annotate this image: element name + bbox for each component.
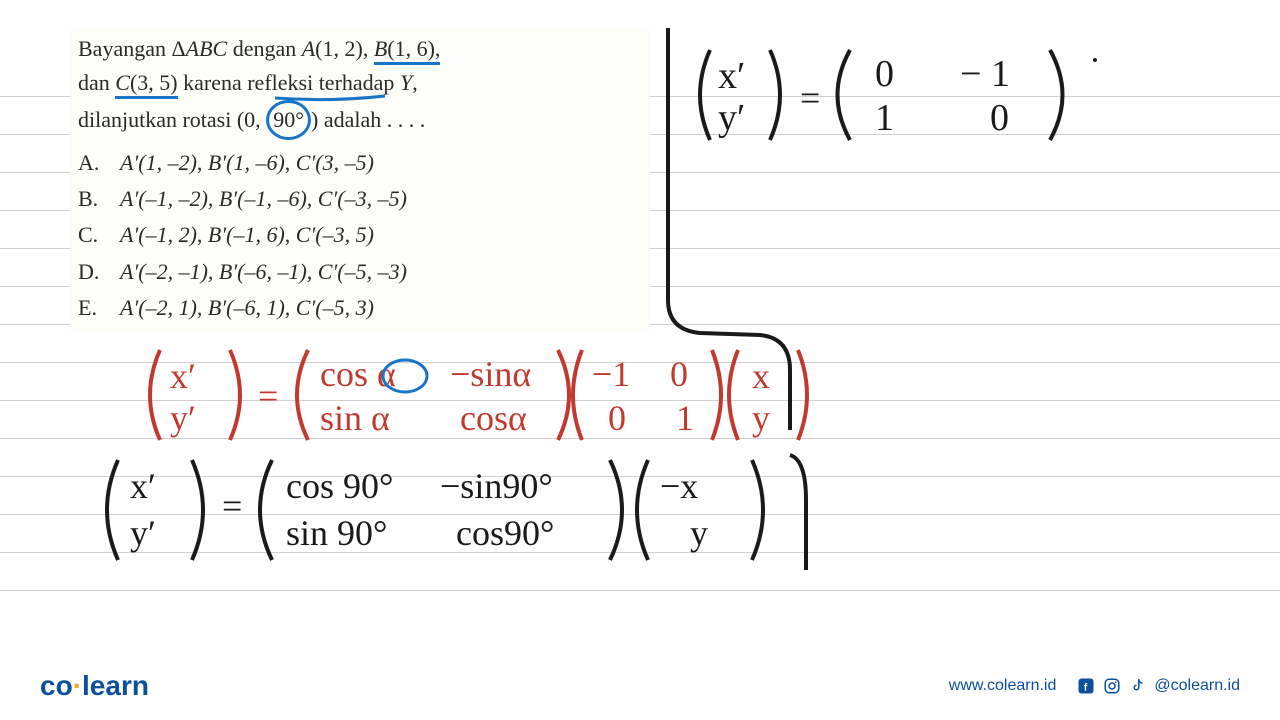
footer: co·learn www.colearn.id f @colearn.id <box>0 670 1280 702</box>
svg-text:x′: x′ <box>718 55 745 97</box>
underline-refleksi <box>275 96 385 100</box>
svg-text:−x: −x <box>660 466 698 506</box>
social-icons: f @colearn.id <box>1076 676 1240 696</box>
svg-text:=: = <box>258 376 278 416</box>
svg-text:0: 0 <box>608 398 626 438</box>
svg-text:y′: y′ <box>718 97 745 139</box>
svg-text:1: 1 <box>875 97 894 139</box>
brand-logo: co·learn <box>40 670 149 702</box>
tiktok-icon <box>1128 676 1148 696</box>
logo-learn: learn <box>82 670 149 701</box>
footer-right: www.colearn.id f @colearn.id <box>949 676 1240 696</box>
svg-text:1: 1 <box>676 398 694 438</box>
handwriting-overlay: x′ y′ = 0 − 1 1 0 x′ y′ = cos α −sinα si… <box>0 0 1280 720</box>
svg-text:x′: x′ <box>170 356 196 396</box>
svg-text:x: x <box>752 356 770 396</box>
svg-text:sin α: sin α <box>320 398 390 438</box>
svg-text:f: f <box>1084 682 1088 694</box>
svg-text:y′: y′ <box>130 513 156 553</box>
svg-text:− 1: − 1 <box>960 53 1010 95</box>
matrix-eq-top: x′ y′ = 0 − 1 1 0 <box>700 50 1097 140</box>
red-formula: x′ y′ = cos α −sinα sin α cosα −1 0 0 1 … <box>150 350 807 440</box>
svg-text:cosα: cosα <box>460 398 527 438</box>
social-handle: @colearn.id <box>1154 677 1240 695</box>
svg-text:y: y <box>752 398 770 438</box>
logo-co: co <box>40 670 73 701</box>
svg-text:y′: y′ <box>170 398 196 438</box>
svg-text:−1: −1 <box>592 354 630 394</box>
svg-text:=: = <box>222 486 242 526</box>
black-formula: x′ y′ = cos 90° −sin90° sin 90° cos90° −… <box>107 455 806 570</box>
logo-dot: · <box>73 670 82 701</box>
svg-text:−sin90°: −sin90° <box>440 466 553 506</box>
svg-text:y: y <box>690 513 708 553</box>
svg-text:−sinα: −sinα <box>450 354 531 394</box>
svg-text:=: = <box>800 78 820 118</box>
svg-text:sin 90°: sin 90° <box>286 513 387 553</box>
instagram-icon <box>1102 676 1122 696</box>
svg-text:x′: x′ <box>130 466 156 506</box>
svg-text:0: 0 <box>990 97 1009 139</box>
svg-text:cos 90°: cos 90° <box>286 466 393 506</box>
facebook-icon: f <box>1076 676 1096 696</box>
svg-text:0: 0 <box>670 354 688 394</box>
footer-url: www.colearn.id <box>949 677 1057 695</box>
svg-text:cos90°: cos90° <box>456 513 554 553</box>
svg-text:0: 0 <box>875 53 894 95</box>
